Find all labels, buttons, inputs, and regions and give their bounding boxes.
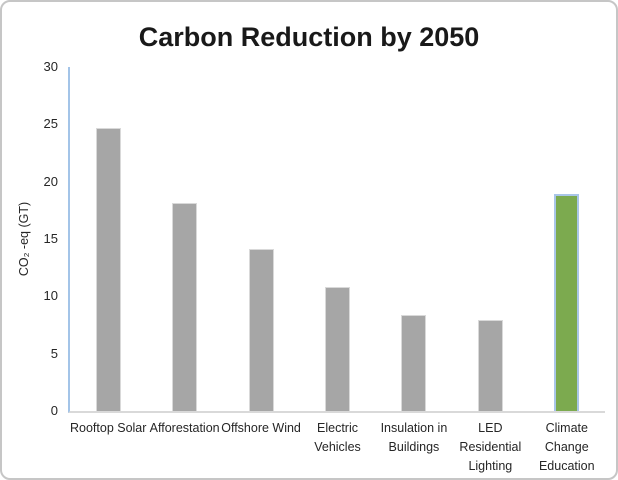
y-tick-30: 30 <box>43 59 58 74</box>
bar-5 <box>477 320 503 411</box>
y-tick-5: 5 <box>50 345 58 361</box>
y-tick-15: 15 <box>43 231 58 246</box>
x-label-2: Offshore Wind <box>221 421 301 435</box>
y-tick-0: 0 <box>50 403 58 418</box>
y-tick-20: 20 <box>43 173 58 189</box>
bar-6 <box>554 194 580 411</box>
x-label-5: LED Residential Lighting <box>459 421 522 473</box>
x-label-1: Afforestation <box>149 421 220 435</box>
y-tick-25: 25 <box>43 116 58 132</box>
bar-0 <box>95 127 121 411</box>
bar-3 <box>325 287 350 411</box>
x-label-0: Rooftop Solar <box>69 421 147 435</box>
y-tick-10: 10 <box>43 288 58 304</box>
plot-area <box>68 67 605 413</box>
bar-1 <box>172 203 198 411</box>
chart-title: Carbon Reduction by 2050 <box>138 22 480 52</box>
x-label-6: Climate Change Education <box>538 421 595 473</box>
bar-4 <box>401 314 427 411</box>
x-label-4: Insulation in Buildings <box>380 421 448 454</box>
x-label-3: Electric Vehicles <box>314 421 361 454</box>
bar-2 <box>248 249 274 411</box>
